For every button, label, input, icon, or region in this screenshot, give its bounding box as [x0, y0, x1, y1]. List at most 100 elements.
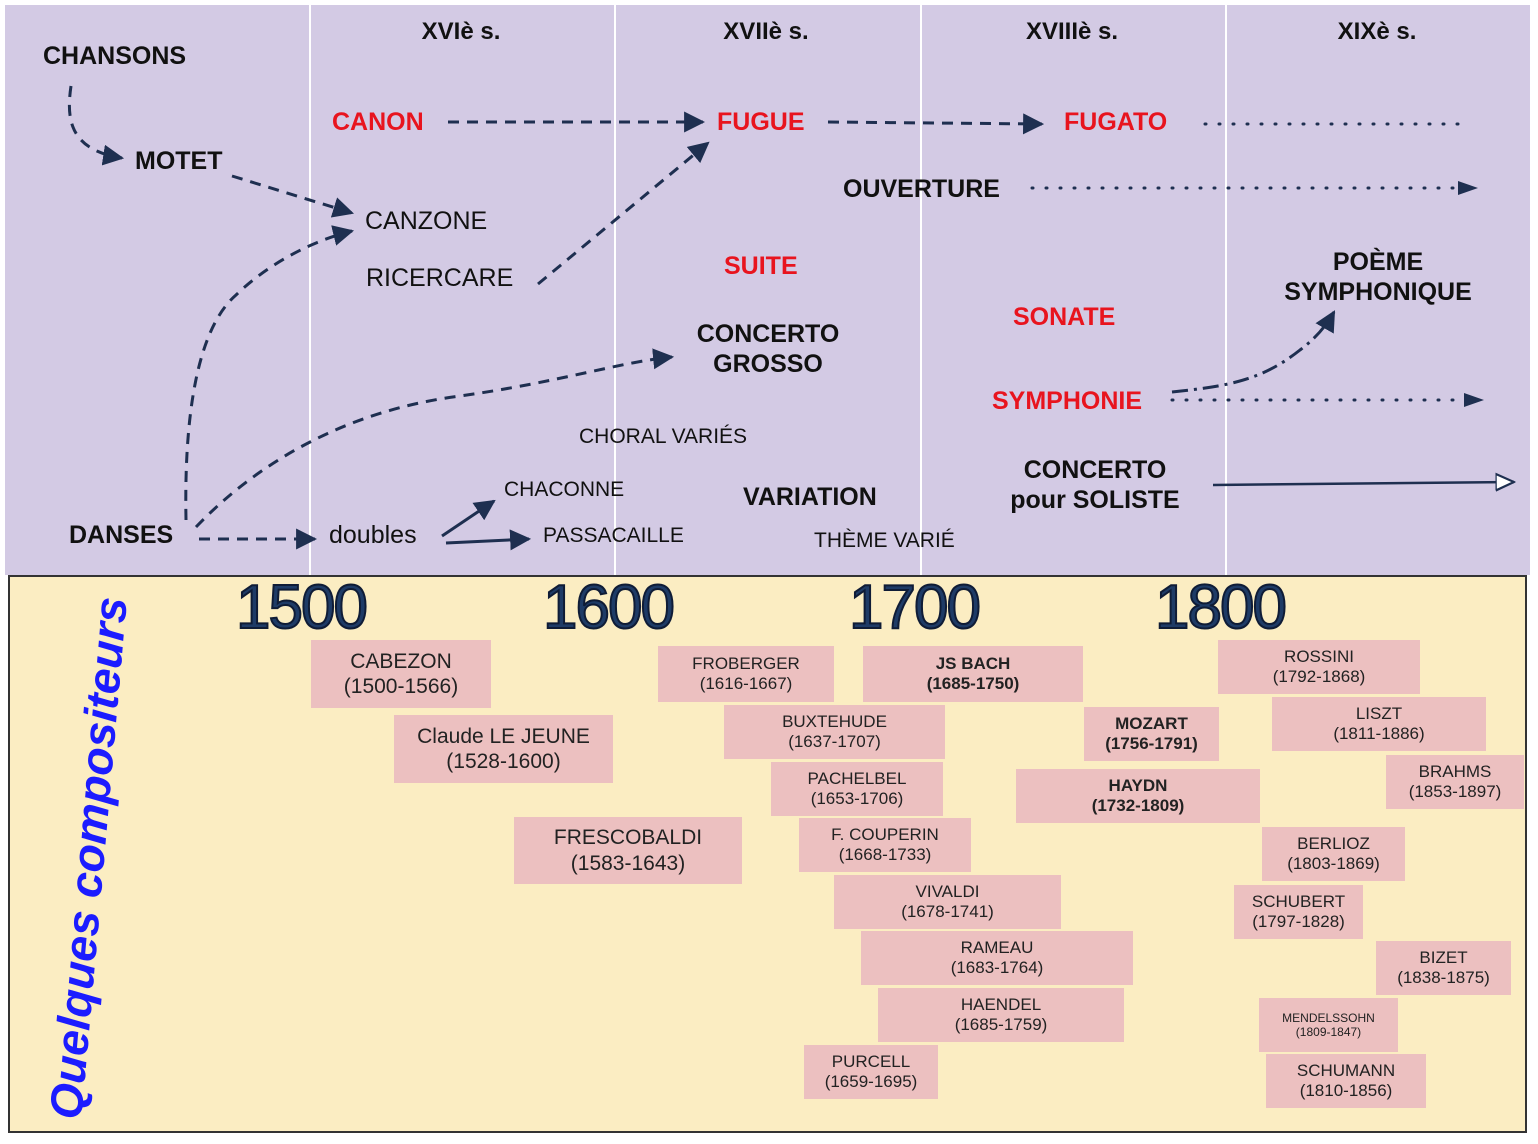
form-danses: DANSES — [69, 521, 174, 549]
composer-name: FROBERGER — [692, 653, 800, 673]
form-suite: SUITE — [724, 252, 798, 280]
composer-dates: (1659-1695) — [824, 1072, 918, 1091]
composer-name: HAYDN — [1108, 775, 1168, 795]
composer-dates: (1811-1886) — [1333, 724, 1425, 743]
composer-vivaldi: VIVALDI (1678-1741) — [834, 875, 1061, 929]
forms-panel — [5, 5, 1530, 575]
arrowhead-symphonie — [1464, 393, 1484, 407]
composer-bizet: BIZET (1838-1875) — [1376, 941, 1511, 995]
form-concerto-soliste-line-1: CONCERTO — [1023, 456, 1167, 484]
composer-dates: (1653-1706) — [810, 789, 904, 808]
composer-name: BUXTEHUDE — [782, 711, 887, 731]
composer-dates: (1616-1667) — [699, 674, 793, 693]
arrow-motet-canzone — [231, 174, 355, 218]
form-choral-varies: CHORAL VARIÉS — [579, 425, 748, 448]
composer-dates: (1809-1847) — [1295, 1025, 1362, 1039]
form-passacaille: PASSACAILLE — [543, 524, 684, 547]
arrow-symphonie-poeme — [1171, 310, 1336, 394]
composer-brahms: BRAHMS (1853-1897) — [1386, 755, 1524, 809]
form-chansons: CHANSONS — [43, 42, 187, 70]
composer-cabezon: CABEZON (1500-1566) — [311, 640, 491, 708]
year-1700: 1700 — [848, 572, 982, 643]
form-concerto-soliste: CONCERTO pour SOLISTE — [990, 455, 1200, 515]
composer-liszt: LISZT (1811-1886) — [1272, 697, 1486, 751]
composer-rossini: ROSSINI (1792-1868) — [1218, 640, 1420, 694]
arrow-fugue-fugato — [827, 113, 1045, 135]
composer-name: PACHELBEL — [807, 768, 907, 788]
century-17-header: XVIIè s. — [723, 18, 809, 45]
composer-dates: (1528-1600) — [446, 750, 561, 773]
composer-dates: (1668-1733) — [838, 845, 932, 864]
arrow-concerto-soliste — [1212, 482, 1514, 485]
form-concerto-grosso-line-2: GROSSO — [713, 350, 823, 378]
year-1800: 1800 — [1154, 572, 1288, 643]
form-symphonie: SYMPHONIE — [992, 387, 1143, 415]
form-ouverture: OUVERTURE — [843, 175, 1000, 203]
arrow-ricercare-fugue — [537, 141, 710, 286]
composer-berlioz: BERLIOZ (1803-1869) — [1262, 827, 1405, 881]
year-1600: 1600 — [542, 572, 676, 643]
composer-name: BERLIOZ — [1297, 833, 1370, 853]
form-fugato: FUGATO — [1064, 108, 1168, 136]
composer-name: FRESCOBALDI — [553, 826, 703, 850]
composer-froberger: FROBERGER (1616-1667) — [658, 646, 834, 702]
form-theme-varie: THÈME VARIÉ — [814, 529, 955, 552]
composer-name: MOZART — [1115, 713, 1188, 733]
column-divider — [614, 5, 616, 575]
composer-dates: (1685-1759) — [954, 1015, 1048, 1034]
form-concerto-soliste-line-2: pour SOLISTE — [1010, 486, 1180, 514]
composer-dates: (1683-1764) — [950, 958, 1044, 977]
composer-name: SCHUMANN — [1296, 1060, 1396, 1080]
composer-mozart: MOZART (1756-1791) — [1084, 707, 1219, 761]
arrow-chansons-motet — [67, 85, 125, 166]
form-motet: MOTET — [135, 147, 223, 175]
form-fugue: FUGUE — [717, 108, 805, 136]
century-16-header: XVIè s. — [421, 18, 501, 45]
form-sonate: SONATE — [1013, 303, 1116, 331]
composer-le-jeune: Claude LE JEUNE (1528-1600) — [394, 715, 613, 783]
form-poeme-line-2: SYMPHONIQUE — [1284, 278, 1472, 306]
arrow-danses-concerto-grosso — [194, 348, 675, 529]
composer-name: ROSSINI — [1284, 646, 1354, 666]
composer-dates: (1853-1897) — [1408, 782, 1502, 801]
composer-name: SCHUBERT — [1251, 891, 1346, 911]
column-divider — [920, 5, 922, 575]
composer-dates: (1637-1707) — [788, 732, 881, 751]
column-divider — [1225, 5, 1227, 575]
composer-dates: (1797-1828) — [1252, 912, 1345, 931]
form-concerto-grosso: CONCERTO GROSSO — [678, 319, 858, 379]
composer-frescobaldi: FRESCOBALDI (1583-1643) — [514, 817, 742, 884]
form-canon: CANON — [332, 108, 424, 136]
composer-name: VIVALDI — [915, 881, 980, 901]
composer-name: CABEZON — [350, 649, 452, 673]
arrow-doubles-passacaille — [445, 529, 532, 551]
composer-haendel: HAENDEL (1685-1759) — [878, 988, 1124, 1042]
composer-dates: (1810-1856) — [1299, 1081, 1393, 1100]
composer-dates: (1685-1750) — [926, 674, 1020, 693]
composer-name: F. COUPERIN — [831, 824, 939, 844]
composer-name: LISZT — [1355, 703, 1403, 723]
century-18-header: XVIIIè s. — [1025, 18, 1119, 45]
composer-mendelssohn: MENDELSSOHN (1809-1847) — [1259, 998, 1398, 1052]
form-ricercare: RICERCARE — [366, 264, 514, 292]
form-poeme-symphonique: POÈME SYMPHONIQUE — [1268, 247, 1488, 307]
year-1500: 1500 — [235, 572, 369, 643]
composer-name: HAENDEL — [960, 994, 1042, 1014]
composer-name: JS BACH — [935, 653, 1011, 673]
composer-schumann: SCHUMANN (1810-1856) — [1266, 1054, 1426, 1108]
composer-dates: (1583-1643) — [570, 851, 686, 875]
form-doubles: doubles — [329, 521, 417, 549]
form-chaconne: CHACONNE — [504, 478, 625, 501]
form-canzone: CANZONE — [365, 207, 488, 235]
arrow-doubles-chaconne — [441, 499, 496, 538]
composer-couperin: F. COUPERIN (1668-1733) — [799, 818, 971, 872]
form-poeme-line-1: POÈME — [1332, 248, 1424, 276]
composer-name: BRAHMS — [1418, 761, 1492, 781]
composer-haydn: HAYDN (1732-1809) — [1016, 769, 1260, 823]
composer-buxtehude: BUXTEHUDE (1637-1707) — [724, 705, 945, 759]
composer-dates: (1803-1869) — [1287, 854, 1380, 873]
arrow-danses-canzone — [184, 225, 355, 521]
composer-name: MENDELSSOHN — [1282, 1010, 1375, 1025]
composer-dates: (1792-1868) — [1272, 667, 1366, 686]
